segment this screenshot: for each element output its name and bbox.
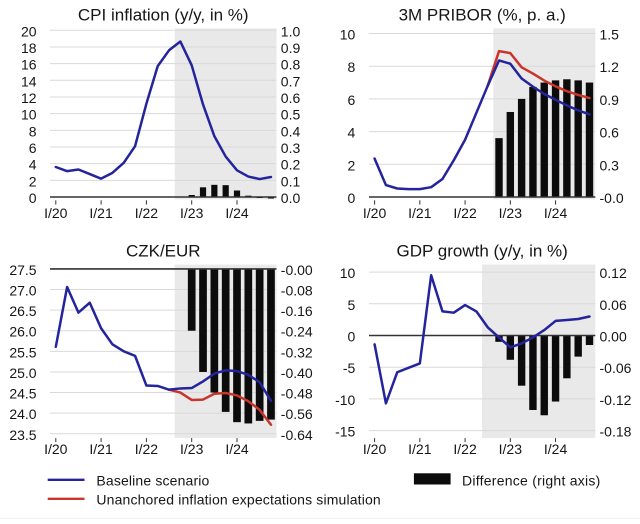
- svg-text:10: 10: [21, 107, 37, 123]
- svg-text:0.06: 0.06: [600, 297, 627, 313]
- svg-text:Difference (right axis): Difference (right axis): [462, 473, 601, 489]
- svg-text:10: 10: [340, 27, 356, 43]
- svg-text:16: 16: [21, 57, 37, 73]
- svg-text:0.3: 0.3: [600, 157, 620, 173]
- svg-text:0.6: 0.6: [600, 125, 620, 141]
- svg-text:-0.08: -0.08: [281, 283, 313, 299]
- svg-text:26.5: 26.5: [9, 303, 36, 319]
- svg-text:8: 8: [29, 123, 37, 139]
- svg-text:0: 0: [348, 190, 356, 206]
- svg-text:I/20: I/20: [363, 205, 387, 221]
- svg-text:I/24: I/24: [225, 205, 249, 221]
- svg-text:I/24: I/24: [544, 441, 568, 457]
- svg-text:25.0: 25.0: [9, 365, 36, 381]
- svg-text:1.0: 1.0: [281, 23, 301, 39]
- svg-text:25.5: 25.5: [9, 344, 36, 360]
- svg-text:1.2: 1.2: [600, 59, 620, 75]
- svg-text:10: 10: [340, 265, 356, 281]
- svg-text:I/20: I/20: [44, 441, 68, 457]
- svg-text:20: 20: [21, 23, 37, 39]
- svg-text:0.00: 0.00: [600, 329, 627, 345]
- svg-text:-0.56: -0.56: [281, 406, 313, 422]
- svg-text:23.5: 23.5: [9, 427, 36, 443]
- svg-text:I/24: I/24: [544, 205, 568, 221]
- svg-text:-0.24: -0.24: [281, 324, 313, 340]
- svg-text:I/23: I/23: [499, 205, 523, 221]
- svg-text:I/24: I/24: [225, 441, 249, 457]
- svg-text:-0.0: -0.0: [600, 190, 624, 206]
- svg-text:0.6: 0.6: [281, 90, 301, 106]
- svg-text:I/21: I/21: [408, 441, 432, 457]
- svg-text:2: 2: [29, 173, 37, 189]
- svg-text:0: 0: [348, 329, 356, 345]
- svg-text:I/23: I/23: [180, 441, 204, 457]
- svg-text:I/20: I/20: [44, 205, 68, 221]
- svg-text:CZK/EUR: CZK/EUR: [126, 242, 201, 261]
- svg-text:6: 6: [348, 92, 356, 108]
- svg-text:I/21: I/21: [408, 205, 432, 221]
- svg-text:-0.32: -0.32: [281, 344, 313, 360]
- svg-text:-0.18: -0.18: [600, 424, 632, 440]
- svg-text:1.5: 1.5: [600, 27, 620, 43]
- svg-text:6: 6: [29, 140, 37, 156]
- svg-text:-5: -5: [343, 360, 356, 376]
- svg-text:CPI inflation (y/y, in %): CPI inflation (y/y, in %): [78, 6, 249, 25]
- svg-text:0.5: 0.5: [281, 107, 301, 123]
- svg-text:I/23: I/23: [499, 441, 523, 457]
- svg-text:24.0: 24.0: [9, 406, 36, 422]
- svg-text:Baseline scenario: Baseline scenario: [96, 473, 209, 489]
- svg-text:0.3: 0.3: [281, 140, 301, 156]
- svg-text:27.0: 27.0: [9, 283, 36, 299]
- svg-text:27.5: 27.5: [9, 262, 36, 278]
- svg-text:5: 5: [348, 297, 356, 313]
- svg-text:0: 0: [29, 190, 37, 206]
- svg-text:2: 2: [348, 157, 356, 173]
- svg-text:I/22: I/22: [135, 205, 159, 221]
- svg-text:Unanchored inflation expectati: Unanchored inflation expectations simula…: [96, 492, 380, 508]
- svg-text:0.7: 0.7: [281, 73, 301, 89]
- svg-text:-0.48: -0.48: [281, 386, 313, 402]
- svg-text:I/21: I/21: [89, 205, 113, 221]
- svg-text:12: 12: [21, 90, 37, 106]
- svg-text:4: 4: [29, 157, 37, 173]
- svg-text:0.1: 0.1: [281, 173, 301, 189]
- svg-text:0.0: 0.0: [281, 190, 301, 206]
- svg-text:4: 4: [348, 125, 356, 141]
- svg-text:-0.06: -0.06: [600, 360, 632, 376]
- svg-text:-0.00: -0.00: [281, 262, 313, 278]
- svg-text:I/22: I/22: [135, 441, 159, 457]
- svg-text:26.0: 26.0: [9, 324, 36, 340]
- svg-text:I/23: I/23: [180, 205, 204, 221]
- svg-text:I/22: I/22: [453, 205, 477, 221]
- svg-text:I/20: I/20: [363, 441, 387, 457]
- svg-text:GDP growth (y/y, in %): GDP growth (y/y, in %): [397, 242, 568, 261]
- svg-text:18: 18: [21, 40, 37, 56]
- svg-text:14: 14: [21, 73, 37, 89]
- svg-text:0.8: 0.8: [281, 57, 301, 73]
- svg-text:-15: -15: [335, 424, 355, 440]
- svg-text:0.9: 0.9: [281, 40, 301, 56]
- svg-text:0.4: 0.4: [281, 123, 301, 139]
- svg-text:-0.12: -0.12: [600, 392, 632, 408]
- svg-text:-0.40: -0.40: [281, 365, 313, 381]
- svg-text:0.9: 0.9: [600, 92, 620, 108]
- svg-text:-0.64: -0.64: [281, 427, 313, 443]
- svg-text:-10: -10: [335, 392, 355, 408]
- svg-text:24.5: 24.5: [9, 386, 36, 402]
- svg-text:-0.16: -0.16: [281, 303, 313, 319]
- svg-text:8: 8: [348, 59, 356, 75]
- svg-text:3M PRIBOR (%, p. a.): 3M PRIBOR (%, p. a.): [399, 6, 566, 25]
- svg-text:0.12: 0.12: [600, 265, 627, 281]
- svg-text:I/22: I/22: [453, 441, 477, 457]
- svg-text:I/21: I/21: [89, 441, 113, 457]
- svg-text:0.2: 0.2: [281, 157, 301, 173]
